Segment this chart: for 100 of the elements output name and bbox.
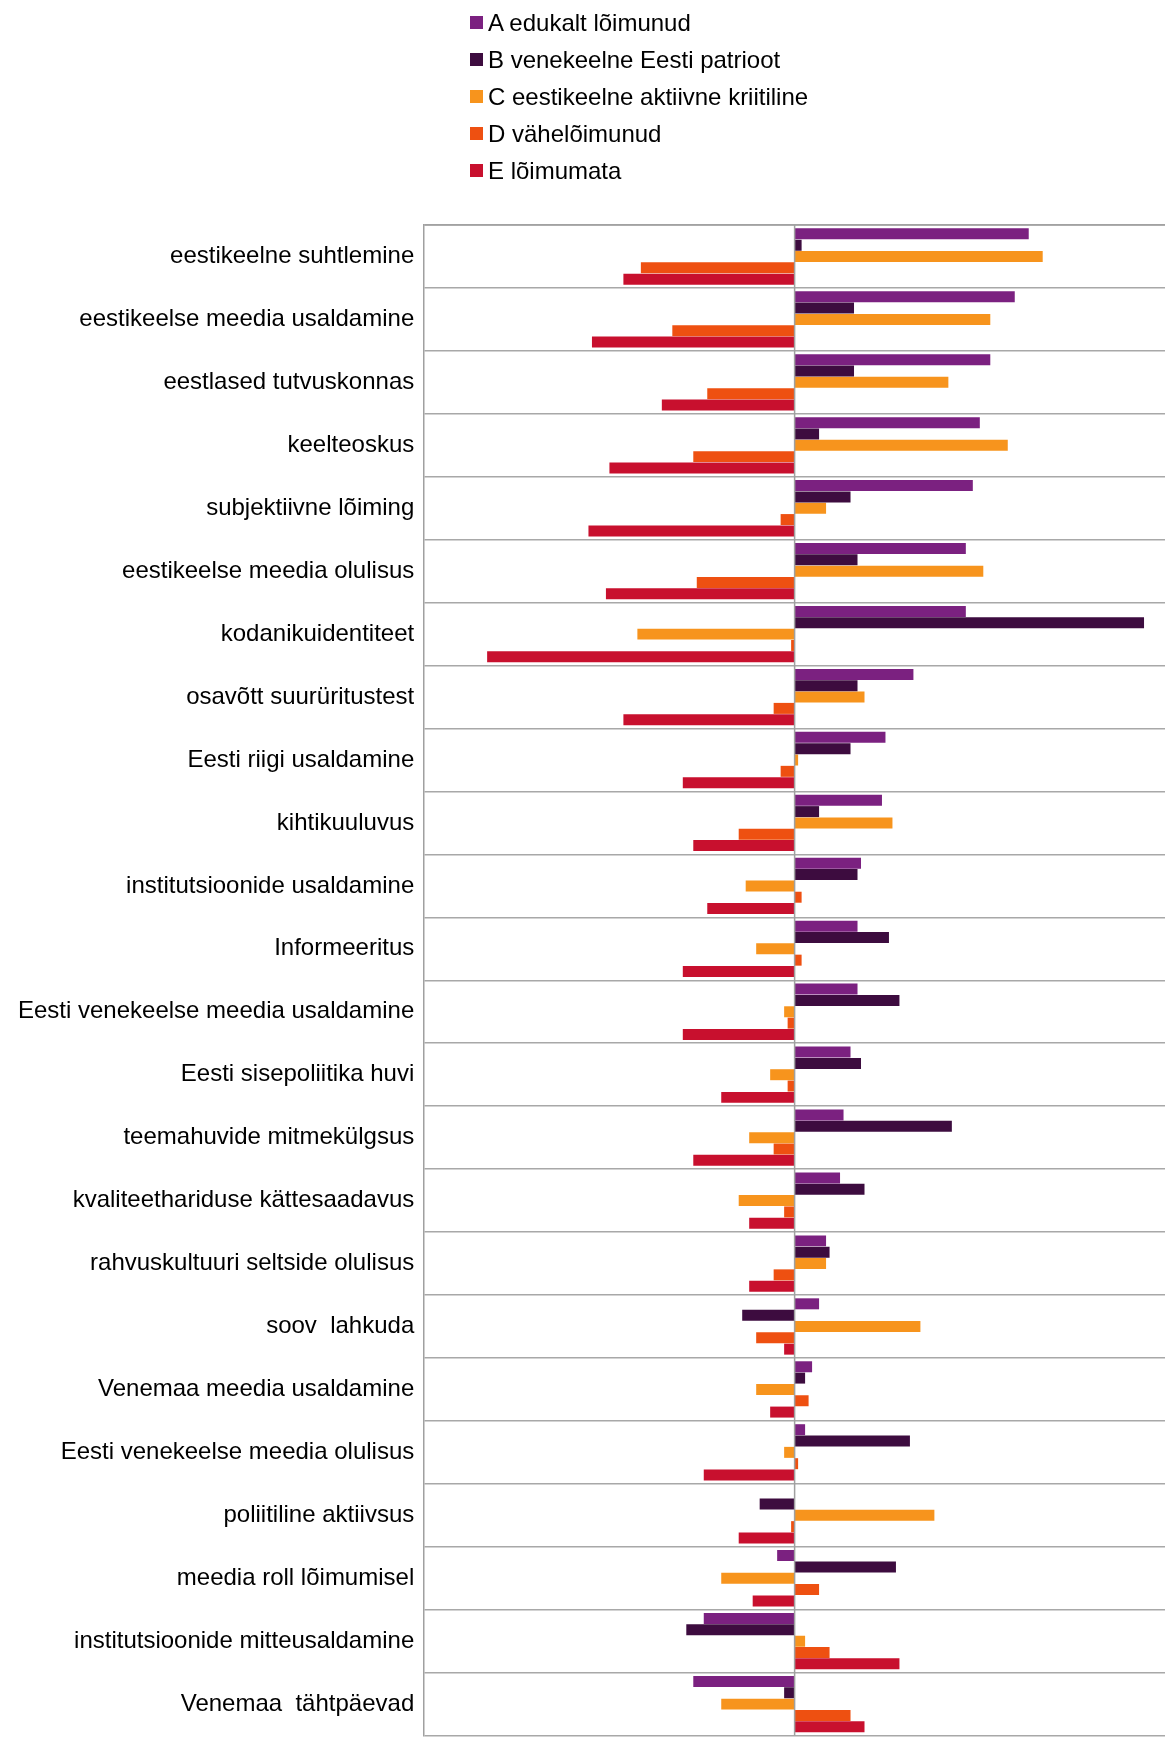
bar	[742, 1309, 795, 1321]
bar	[794, 1561, 896, 1573]
bar	[794, 502, 827, 514]
bar	[794, 1183, 865, 1195]
y-tick-label: kodanikuidentiteet	[220, 618, 415, 646]
y-tick-label: Eesti venekeelse meedia usaldamine	[18, 996, 415, 1024]
bar	[794, 731, 886, 743]
bar	[794, 920, 858, 932]
bar	[794, 565, 984, 577]
y-tick-label: eestlased tutvuskonnas	[163, 366, 415, 394]
bar	[738, 1532, 795, 1544]
bar	[794, 994, 900, 1006]
bar	[609, 462, 795, 474]
bar	[794, 1046, 851, 1058]
bar	[794, 1361, 813, 1373]
bar	[693, 1154, 795, 1166]
y-tick-label: poliitiline aktiivsus	[223, 1499, 415, 1527]
bar	[693, 451, 795, 463]
bar	[682, 1028, 795, 1040]
bar	[794, 983, 858, 995]
bar	[794, 691, 865, 703]
bar	[794, 1509, 935, 1521]
bar	[707, 903, 795, 915]
bar	[794, 1372, 806, 1384]
bar	[784, 1446, 795, 1458]
y-tick-label: kihtikuuluvus	[276, 807, 415, 835]
y-tick-label: eestikeelse meedia usaldamine	[79, 304, 415, 332]
bar	[794, 554, 858, 566]
bar	[794, 605, 966, 617]
bar	[794, 1320, 921, 1332]
y-tick-label: institutsioonide usaldamine	[126, 870, 415, 898]
bar	[721, 1091, 795, 1103]
bar	[794, 376, 949, 388]
bar	[672, 325, 795, 337]
legend-label: E lõimumata	[488, 156, 622, 185]
bar	[661, 399, 795, 411]
bar	[773, 702, 795, 714]
bar	[784, 1006, 795, 1018]
bar	[784, 1343, 795, 1355]
bar	[682, 965, 795, 977]
bar	[707, 388, 795, 400]
bar	[794, 302, 855, 314]
y-tick-label: eestikeelse meedia olulisus	[122, 555, 415, 583]
bar	[749, 1280, 795, 1292]
y-tick-label: institutsioonide mitteusaldamine	[74, 1625, 415, 1653]
bar	[794, 1584, 820, 1596]
bar	[794, 228, 1029, 240]
y-tick-label: Venemaa meedia usaldamine	[98, 1374, 415, 1402]
bar	[794, 1395, 809, 1407]
bar	[794, 1647, 830, 1659]
bar	[738, 828, 795, 840]
bar	[794, 313, 991, 325]
bar	[794, 869, 858, 881]
bar	[794, 932, 889, 943]
y-tick-label: subjektiivne lõiming	[206, 492, 415, 520]
y-tick-label: eestikeelne suhtlemine	[170, 241, 415, 269]
bar	[794, 617, 1145, 629]
bar	[623, 714, 795, 726]
bar	[780, 514, 795, 526]
bar	[794, 1172, 841, 1184]
bar	[794, 668, 914, 680]
bar	[759, 1498, 795, 1510]
bar	[794, 954, 802, 966]
y-tick-label: rahvuskultuuri seltside olulisus	[90, 1248, 415, 1276]
bar	[794, 291, 1015, 303]
bar	[773, 1269, 795, 1281]
y-tick-label: Eesti sisepoliitika huvi	[180, 1059, 415, 1087]
bar	[623, 273, 795, 285]
y-tick-label: Eesti venekeelse meedia olulisus	[60, 1436, 415, 1464]
bar	[770, 1069, 795, 1081]
bar	[794, 891, 802, 903]
bar	[794, 806, 820, 818]
bar	[745, 880, 795, 892]
bar	[794, 1298, 820, 1310]
bar	[794, 439, 1008, 451]
y-tick-label: teemahuvide mitmekülgsus	[123, 1122, 415, 1150]
bar	[770, 1406, 795, 1418]
bar	[640, 262, 795, 274]
legend-label: B venekeelne Eesti patrioot	[488, 45, 781, 74]
bar	[794, 1235, 827, 1247]
bar	[686, 1624, 795, 1636]
bar	[784, 1206, 795, 1218]
bar	[794, 794, 882, 806]
bar	[794, 1424, 806, 1436]
bar	[794, 1721, 865, 1733]
bar	[794, 354, 991, 366]
bar	[696, 577, 795, 588]
y-tick-label: Venemaa tähtpäevad	[180, 1688, 415, 1716]
bar	[794, 680, 858, 692]
bar	[794, 250, 1043, 262]
bar	[749, 1217, 795, 1229]
bar	[756, 1383, 795, 1395]
legend-label: D vähelõimunud	[488, 119, 662, 148]
bar	[794, 857, 862, 869]
y-tick-label: Informeeritus	[274, 933, 415, 961]
bar	[693, 1675, 795, 1687]
legend-label: C eestikeelne aktiivne kriitiline	[488, 82, 809, 111]
bar	[749, 1132, 795, 1144]
bar	[721, 1572, 795, 1584]
bar	[794, 1635, 806, 1647]
